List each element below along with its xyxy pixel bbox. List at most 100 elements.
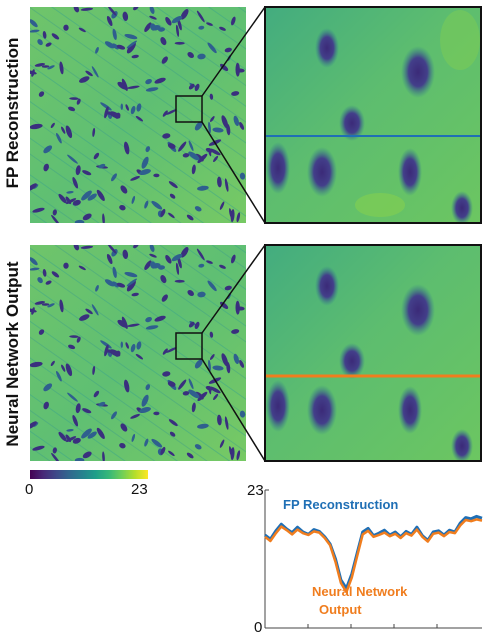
- series-fp-line: [264, 514, 483, 590]
- cell-nucleus: [102, 451, 105, 461]
- cell-nucleus: [231, 329, 240, 334]
- cell-nucleus: [212, 127, 224, 133]
- cell-nucleus: [61, 126, 66, 134]
- cell-nucleus: [50, 122, 55, 129]
- cell-nucleus: [141, 394, 149, 407]
- cell-nucleus: [194, 206, 202, 212]
- cell-nucleus: [102, 213, 105, 223]
- cell-nucleus: [196, 10, 205, 23]
- cell-nucleus: [95, 284, 99, 292]
- cell-nucleus: [182, 153, 190, 158]
- cell-nucleus: [72, 437, 81, 444]
- cell-nucleus: [221, 115, 229, 129]
- annotation-nn-line1: Neural Network: [312, 584, 408, 599]
- cell-nucleus: [51, 271, 60, 278]
- cell-nucleus: [51, 33, 60, 40]
- cell-nucleus: [50, 360, 55, 367]
- cell-nucleus: [154, 77, 166, 84]
- cell-nucleus: [32, 207, 45, 213]
- colorbar-min-label: 0: [25, 481, 34, 498]
- cell-nucleus: [226, 361, 231, 374]
- cell-nucleus: [65, 434, 72, 443]
- cell-nucleus: [169, 431, 176, 437]
- cell-nucleus: [175, 262, 180, 275]
- cell-nucleus: [161, 294, 168, 302]
- cell-nucleus: [188, 140, 194, 152]
- cell-nucleus: [235, 62, 240, 77]
- fp-connector-top: [201, 6, 266, 97]
- cell-nucleus: [74, 457, 85, 461]
- cell-nucleus: [30, 70, 37, 75]
- colorbar: [30, 470, 148, 479]
- cell-nucleus: [122, 11, 129, 21]
- cell-nucleus: [174, 279, 185, 283]
- cell-nucleus: [230, 209, 235, 223]
- cell-nucleus: [194, 444, 202, 450]
- cell-nucleus: [208, 121, 211, 134]
- cell-nucleus: [45, 42, 52, 47]
- cell-nucleus: [30, 257, 38, 266]
- cell-nucleus: [104, 279, 115, 287]
- cell-nucleus: [224, 285, 232, 291]
- cell-nucleus: [63, 262, 69, 269]
- cell-nucleus: [85, 70, 93, 77]
- cell-nucleus: [136, 103, 142, 112]
- cell-nucleus: [149, 15, 157, 20]
- cell-nucleus: [197, 185, 209, 191]
- cell-nucleus: [125, 104, 129, 111]
- cell-nucleus: [107, 245, 117, 254]
- cell-nucleus: [130, 176, 140, 181]
- cell-nucleus: [149, 245, 155, 252]
- cell-nucleus: [145, 384, 151, 391]
- cell-nucleus: [219, 264, 226, 269]
- cell-nucleus: [42, 269, 47, 277]
- cell-nucleus: [93, 152, 100, 160]
- cell-nucleus: [178, 379, 187, 390]
- cell-nucleus: [104, 41, 115, 49]
- cell-nucleus: [180, 9, 189, 20]
- cell-nucleus: [43, 383, 53, 392]
- cell-nucleus: [153, 173, 160, 178]
- cell-nucleus: [224, 416, 229, 430]
- cell-nucleus: [131, 292, 139, 297]
- cell-nucleus: [52, 447, 57, 454]
- cell-nucleus: [197, 53, 206, 60]
- cell-nucleus: [160, 275, 167, 284]
- cell-nucleus: [37, 39, 43, 46]
- cell-nucleus: [30, 308, 37, 313]
- cell-nucleus: [43, 401, 49, 410]
- cell-nucleus: [221, 353, 229, 367]
- cell-nucleus: [42, 31, 47, 39]
- cell-nucleus: [209, 331, 214, 338]
- cell-nucleus: [165, 17, 172, 26]
- cell-nucleus: [171, 15, 183, 24]
- nn-widefield-image: [30, 245, 246, 461]
- cell-nucleus: [188, 321, 195, 328]
- cell-nucleus: [168, 212, 175, 219]
- cell-nucleus: [139, 407, 151, 413]
- cell-nucleus: [217, 414, 222, 426]
- cell-nucleus: [206, 260, 213, 264]
- cell-nucleus: [51, 214, 61, 223]
- cell-nucleus: [160, 37, 167, 46]
- cell-nucleus: [122, 249, 129, 259]
- cell-nucleus: [188, 389, 200, 399]
- cell-nucleus: [92, 365, 96, 375]
- cell-nucleus: [144, 438, 149, 447]
- cell-nucleus: [133, 7, 139, 11]
- cell-nucleus: [120, 185, 128, 194]
- cell-nucleus: [51, 452, 61, 461]
- cell-nucleus: [239, 410, 246, 418]
- cell-nucleus: [160, 208, 166, 217]
- cell-nucleus: [30, 183, 37, 191]
- cell-nucleus: [92, 127, 96, 137]
- cell-nucleus: [76, 336, 81, 343]
- cell-nucleus: [239, 172, 246, 180]
- cell-nucleus: [236, 212, 241, 223]
- cell-nucleus: [167, 381, 176, 387]
- cell-nucleus: [67, 154, 78, 164]
- cell-nucleus: [85, 308, 93, 315]
- cell-nucleus: [149, 7, 155, 14]
- cell-nucleus: [231, 91, 240, 96]
- cell-nucleus: [208, 359, 211, 372]
